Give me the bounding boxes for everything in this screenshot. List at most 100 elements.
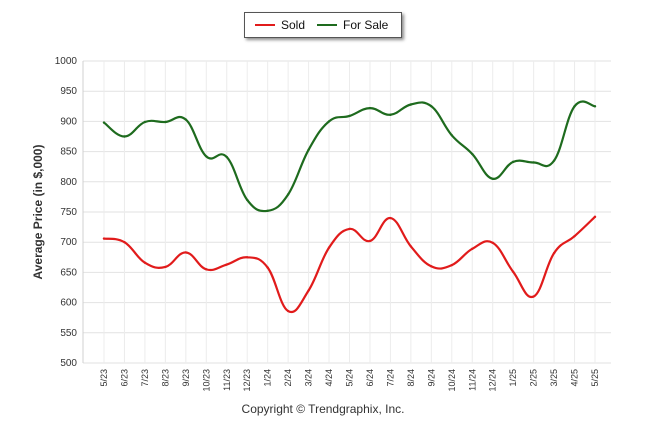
x-tick-label: 8/24 [406, 369, 416, 387]
legend-item-sold[interactable]: Sold [255, 18, 305, 32]
y-tick-label: 850 [60, 147, 77, 158]
data-point-sold [184, 251, 188, 254]
x-tick-label: 1/24 [263, 369, 273, 387]
x-tick-labels: 5/23 6/23 7/23 8/23 9/23 10/23 11/23 12/23 1/24 2… [99, 369, 600, 392]
data-point-for-sale [368, 106, 372, 110]
x-tick-label: 3/24 [304, 369, 314, 387]
data-point-sold [123, 241, 126, 244]
data-point-sold [532, 295, 535, 298]
data-point-for-sale [307, 148, 310, 151]
data-point-for-sale [123, 135, 126, 138]
data-point-for-sale [491, 177, 494, 180]
copyright-text: Copyright © Trendgraphix, Inc. [241, 402, 405, 416]
data-point-for-sale [430, 105, 433, 108]
data-point-for-sale [266, 209, 269, 212]
data-point-sold [552, 251, 556, 255]
x-tick-label: 10/24 [447, 369, 457, 392]
data-point-for-sale [348, 114, 351, 118]
legend-label-for-sale: For Sale [343, 18, 389, 32]
y-axis-label: Average Price (in $,000) [31, 145, 45, 280]
data-point-sold [450, 263, 453, 267]
data-point-for-sale [389, 113, 392, 116]
data-point-sold [573, 234, 576, 238]
legend-swatch-for-sale [317, 24, 337, 26]
x-tick-label: 5/23 [99, 369, 109, 387]
data-point-for-sale [552, 159, 556, 162]
x-tick-label: 6/24 [365, 369, 375, 387]
data-point-sold [409, 245, 413, 248]
x-tick-label: 12/23 [242, 369, 252, 392]
x-tick-label: 9/24 [426, 369, 436, 387]
data-point-sold [307, 289, 310, 292]
x-tick-label: 9/23 [181, 369, 191, 387]
x-tick-label: 8/23 [160, 369, 170, 387]
data-point-sold [389, 216, 392, 220]
data-point-sold [266, 266, 269, 269]
y-tick-label: 550 [60, 328, 77, 339]
legend-item-for-sale[interactable]: For Sale [317, 18, 388, 32]
legend-label-sold: Sold [281, 18, 306, 32]
y-tick-label: 800 [60, 177, 77, 188]
data-point-sold [511, 270, 515, 273]
y-tick-label: 700 [60, 237, 77, 248]
grid [83, 60, 611, 364]
x-tick-label: 1/25 [508, 369, 518, 387]
legend: Sold For Sale [244, 12, 402, 38]
data-point-sold [368, 239, 372, 243]
data-point-for-sale [205, 155, 208, 158]
data-point-sold [164, 265, 167, 269]
data-point-for-sale [573, 105, 576, 108]
data-point-for-sale [593, 105, 597, 108]
x-tick-label: 12/24 [488, 369, 498, 392]
series-lines [102, 100, 597, 314]
x-tick-label: 11/24 [467, 369, 477, 391]
y-tick-label: 1000 [55, 56, 78, 67]
data-point-for-sale [409, 103, 413, 106]
data-point-sold [491, 241, 494, 245]
data-point-for-sale [532, 161, 535, 164]
data-point-sold [430, 265, 433, 268]
data-point-sold [593, 215, 597, 219]
data-point-for-sale [471, 152, 474, 156]
data-point-sold [246, 256, 249, 259]
x-tick-label: 10/23 [201, 369, 211, 392]
y-tick-label: 650 [60, 267, 77, 278]
data-point-sold [348, 227, 351, 231]
data-point-for-sale [225, 155, 228, 159]
data-point-for-sale [450, 134, 453, 137]
x-tick-label: 4/25 [570, 369, 580, 387]
data-point-for-sale [143, 120, 147, 124]
x-tick-label: 6/23 [119, 369, 129, 387]
x-tick-label: 2/24 [283, 369, 293, 387]
data-point-sold [143, 261, 147, 264]
data-point-for-sale [246, 198, 249, 202]
data-point-sold [205, 268, 208, 271]
data-point-sold [471, 247, 474, 251]
x-tick-label: 5/25 [590, 369, 600, 387]
legend-swatch-sold [255, 24, 275, 26]
y-tick-label: 950 [60, 86, 77, 97]
y-tick-label: 500 [60, 358, 77, 369]
data-point-for-sale [286, 193, 290, 196]
x-tick-label: 4/24 [324, 369, 334, 387]
x-tick-label: 2/25 [529, 369, 539, 387]
data-point-for-sale [511, 160, 515, 164]
y-tick-label: 900 [60, 116, 77, 127]
data-point-for-sale [164, 120, 167, 124]
data-point-sold [327, 246, 331, 249]
data-point-for-sale [184, 118, 188, 121]
y-tick-label: 600 [60, 298, 77, 309]
data-point-sold [225, 263, 228, 266]
x-tick-label: 11/23 [222, 369, 232, 391]
x-tick-label: 7/23 [140, 369, 150, 387]
data-point-sold [102, 237, 106, 240]
x-tick-label: 7/24 [385, 369, 395, 387]
data-point-sold [286, 309, 290, 313]
x-tick-label: 3/25 [549, 369, 559, 387]
y-tick-label: 750 [60, 207, 77, 218]
x-tick-label: 5/24 [345, 369, 355, 387]
y-tick-labels: 500 550 600 650 700 750 800 850 900 950 1000 [55, 56, 78, 369]
data-point-for-sale [102, 121, 106, 124]
data-point-for-sale [327, 120, 331, 123]
